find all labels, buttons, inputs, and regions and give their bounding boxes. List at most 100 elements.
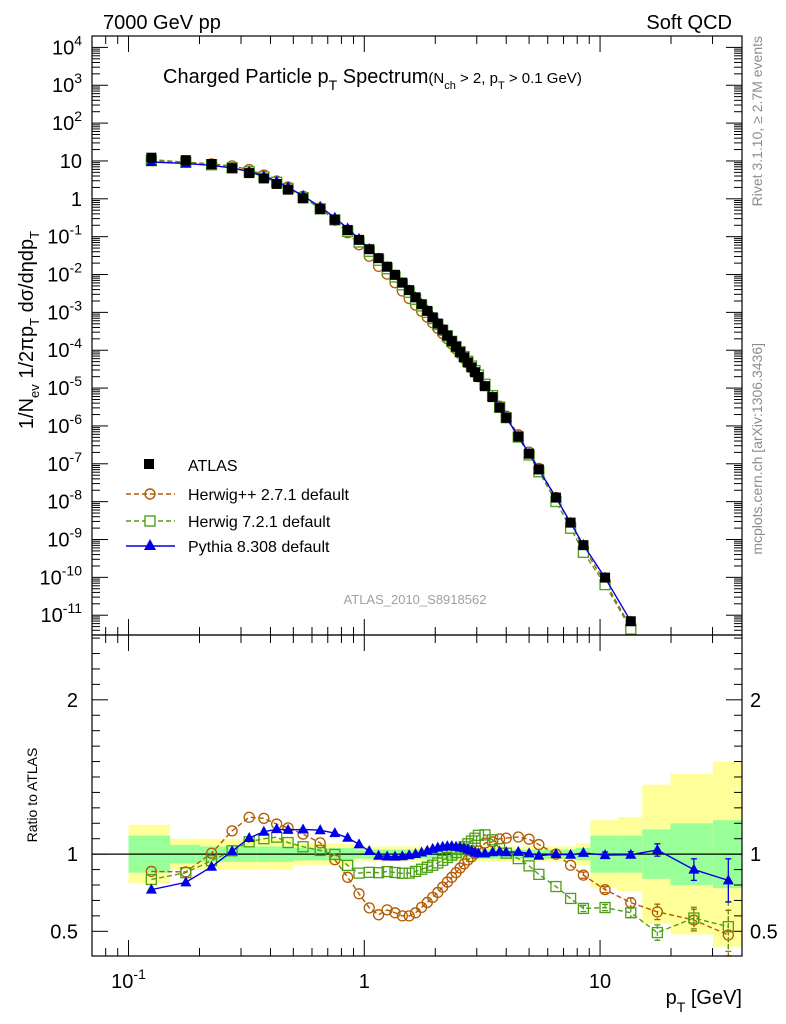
main-title-cut-sub: ch <box>444 80 456 92</box>
ratio-point-herwig7 <box>550 880 562 893</box>
main-title-cut-end: > 0.1 GeV) <box>505 70 582 87</box>
ratio-point-herwig7 <box>486 834 499 846</box>
x-tick-label: 10-1 <box>111 966 146 993</box>
y-tick-label: 10-7 <box>47 449 82 476</box>
ratio-line-herwig7 <box>151 834 729 934</box>
ratio-point-herwig7 <box>329 848 341 861</box>
ratio-point-herwig7 <box>564 892 577 905</box>
y-tick-label: 103 <box>52 70 82 97</box>
main-title-cut-sub2: T <box>498 80 505 92</box>
data-point-atlas <box>600 572 611 583</box>
data-point-atlas <box>437 324 448 335</box>
y-tick-label-exp: -10 <box>62 562 82 578</box>
ratio-point-herwig7 <box>282 836 294 849</box>
ratio-point-herwigpp <box>403 910 415 922</box>
y-tick-label: 104 <box>52 32 82 59</box>
ratio-point-herwig7 <box>297 841 309 853</box>
main-title-sub: T <box>329 77 338 93</box>
ratio-point-herwigpp <box>564 859 577 871</box>
side-label-mcplots: mcplots.cern.ch [arXiv:1306.3436] <box>749 343 765 555</box>
ratio-point-pythia <box>533 849 545 860</box>
main-series-layer <box>145 152 637 635</box>
data-point-atlas <box>329 214 340 225</box>
ratio-point-herwig7 <box>381 865 393 878</box>
y-tick-label-exp: 3 <box>74 70 82 86</box>
x-label-part-1: T <box>677 999 686 1015</box>
data-point-atlas <box>533 464 544 475</box>
y-tick-label: 10-5 <box>47 373 82 400</box>
main-y-label: 1/Nev 1/2πpT dσ/dηdpT <box>16 231 42 429</box>
y-tick-label: 10-3 <box>47 297 82 324</box>
ratio-y-tick-label: 0.5 <box>50 921 78 943</box>
y-label-part-2: 1/2πp <box>16 326 38 384</box>
ratio-point-pythia <box>373 849 385 860</box>
ratio-point-pythia <box>297 823 309 834</box>
data-point-atlas <box>364 244 375 255</box>
data-point-atlas <box>479 381 490 392</box>
ratio-point-pythia <box>479 847 491 858</box>
ratio-point-herwigpp <box>396 910 408 922</box>
ratio-point-pythia <box>381 850 393 861</box>
ratio-point-herwig7 <box>363 866 375 879</box>
ratio-point-pythia <box>145 883 157 894</box>
ratio-point-pythia <box>550 848 562 859</box>
ratio-point-pythia <box>180 876 192 887</box>
ratio-axis-ticks: 10-1 1 100.5 0.51 12 2 <box>50 635 778 993</box>
y-tick-label-base: 10 <box>47 416 69 438</box>
legend-marker-atlas <box>144 459 154 469</box>
y-tick-label: 10-1 <box>47 222 82 249</box>
data-point-atlas <box>382 261 393 272</box>
data-point-atlas <box>446 336 457 347</box>
ratio-point-herwig7 <box>625 907 637 919</box>
ratio-point-herwigpp <box>500 832 512 844</box>
main-title-cut: (N <box>428 70 444 87</box>
ratio-point-pythia <box>512 845 524 856</box>
main-title-text: Charged Particle p <box>163 66 329 88</box>
ratio-point-pythia <box>500 846 512 857</box>
data-point-atlas <box>180 155 191 166</box>
header-left: 7000 GeV pp <box>103 12 221 34</box>
ratio-point-herwig7 <box>533 868 545 881</box>
data-point-atlas <box>390 269 401 280</box>
legend: ATLAS Herwig++ 2.7.1 default Herwig 7.2.… <box>126 458 350 556</box>
data-point-atlas <box>501 412 512 423</box>
legend-label-pythia: Pythia 8.308 default <box>188 539 330 556</box>
ratio-point-herwig7 <box>396 867 408 879</box>
ratio-point-herwigpp <box>145 865 158 878</box>
y-tick-label-base: 10 <box>47 227 69 249</box>
ratio-point-herwig7 <box>415 863 428 875</box>
ratio-point-pythia <box>722 874 734 885</box>
y-tick-label-exp: -11 <box>63 600 82 616</box>
y-tick-label: 10-8 <box>47 487 82 514</box>
x-label-part-0: p <box>666 987 677 1009</box>
ratio-point-herwig7 <box>722 921 734 933</box>
ratio-y-tick-label-right: 2 <box>750 690 761 712</box>
y-tick-label-base: 10 <box>47 265 69 287</box>
ratio-line-herwigpp <box>151 816 729 936</box>
y-label-part-5: T <box>27 231 42 239</box>
ratio-point-pythia <box>651 843 663 854</box>
data-point-atlas <box>244 168 255 179</box>
data-point-atlas <box>404 285 415 296</box>
y-tick-label: 10-11 <box>41 600 83 627</box>
ratio-point-pythia <box>577 846 589 857</box>
ratio-point-pythia <box>688 863 700 874</box>
ratio-point-herwigpp <box>314 837 326 849</box>
y-tick-label-exp: -9 <box>70 524 83 540</box>
data-point-atlas <box>422 305 433 316</box>
ratio-point-pythia <box>342 831 354 842</box>
ratio-point-herwig7 <box>472 829 485 841</box>
ratio-point-pythia <box>243 831 255 842</box>
y-tick-label-exp: -1 <box>70 222 83 238</box>
header-right: Soft QCD <box>646 12 732 34</box>
y-tick-label: 1 <box>71 189 82 211</box>
data-point-atlas <box>354 234 365 245</box>
main-title-word: Spectrum <box>337 66 428 88</box>
data-point-atlas <box>550 492 561 503</box>
x-label-part-2: [GeV] <box>685 987 742 1009</box>
y-label-part-0: 1/N <box>16 398 38 429</box>
ratio-point-pythia <box>494 845 506 856</box>
y-tick-label-exp: -5 <box>70 373 83 389</box>
main-title-cut-mid: > 2, p <box>456 70 498 87</box>
